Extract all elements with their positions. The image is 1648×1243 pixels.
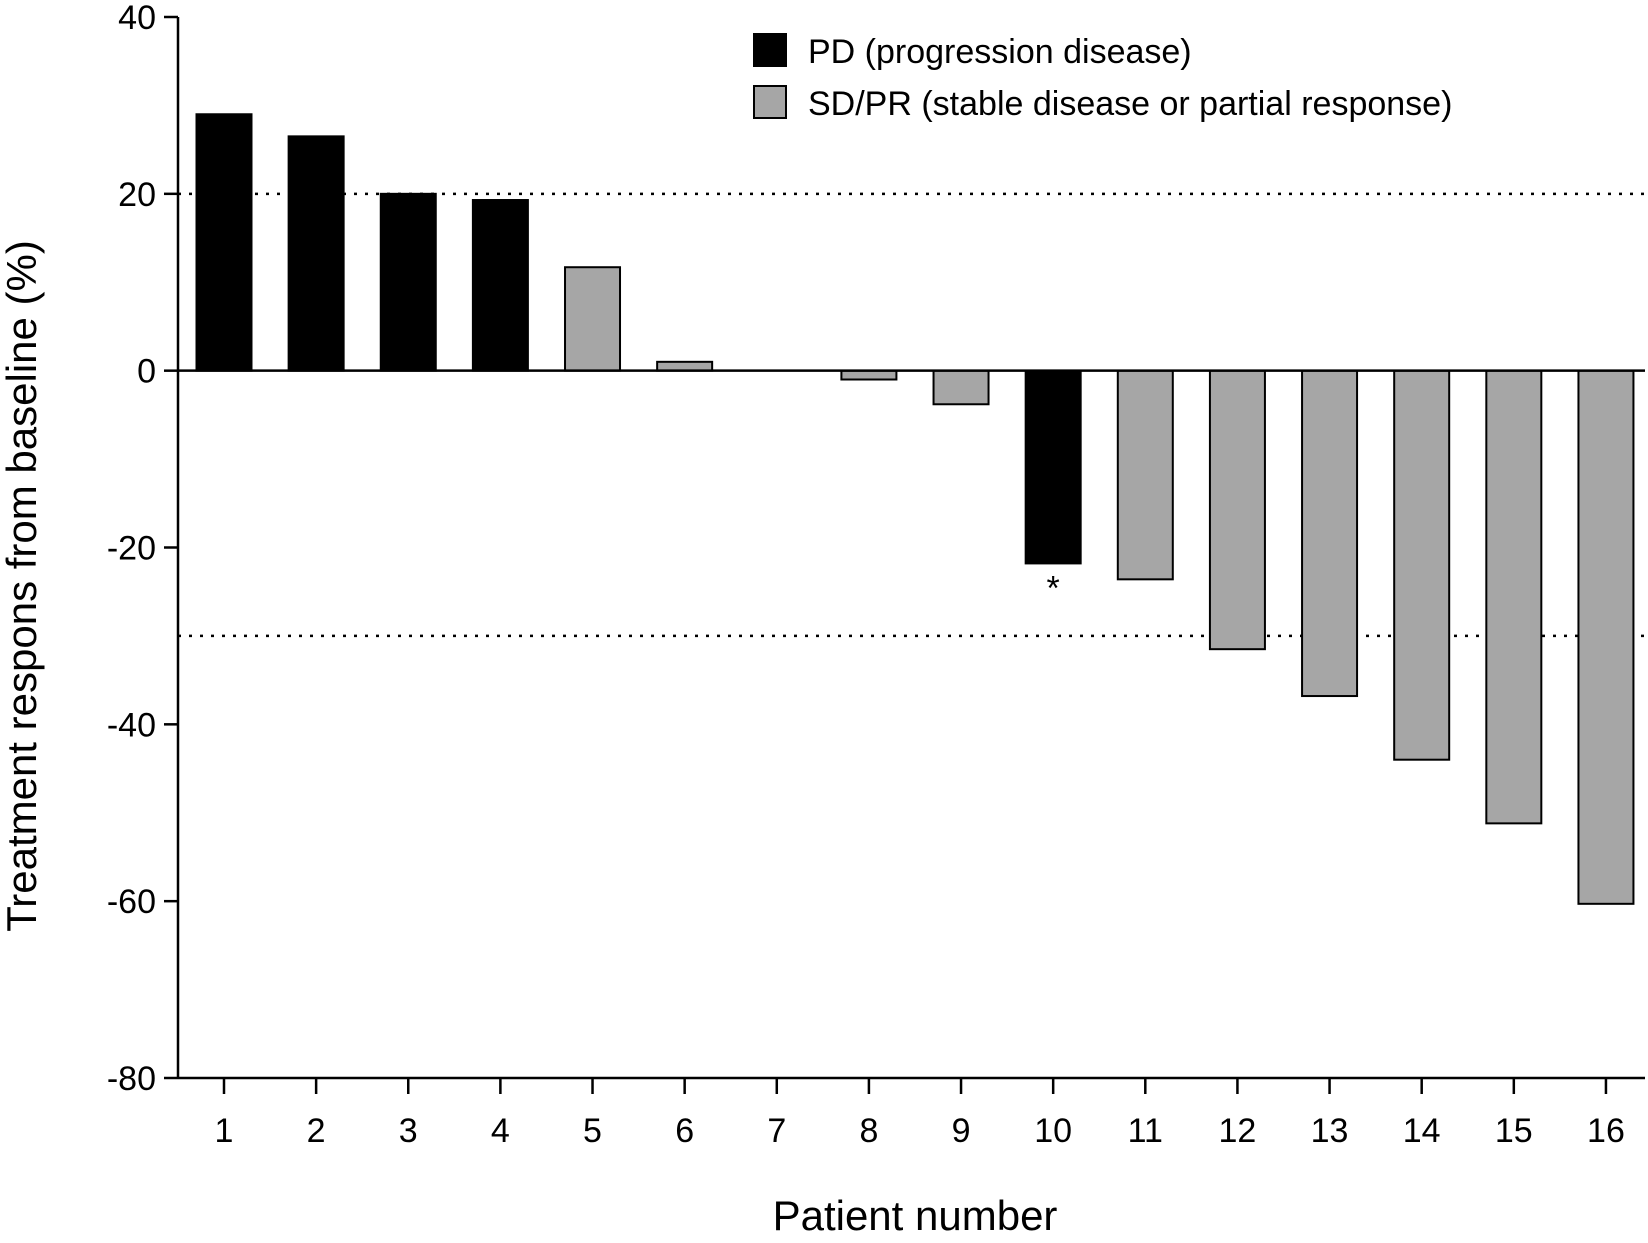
bars bbox=[195, 113, 1635, 905]
annotation-asterisk: * bbox=[1047, 569, 1060, 607]
bar-patient-8 bbox=[840, 369, 898, 381]
x-tick-label: 8 bbox=[859, 1112, 878, 1150]
x-tick-label: 2 bbox=[307, 1112, 326, 1150]
y-tick-label: -80 bbox=[107, 1060, 156, 1098]
bar-patient-10 bbox=[1024, 369, 1082, 565]
bar-patient-14 bbox=[1393, 369, 1451, 761]
x-tick-label: 13 bbox=[1311, 1112, 1349, 1150]
bar-patient-13 bbox=[1301, 369, 1359, 698]
y-tick-label: -60 bbox=[107, 883, 156, 921]
bar-patient-3 bbox=[379, 192, 437, 372]
legend-swatch-2 bbox=[753, 85, 787, 119]
x-tick-label: 3 bbox=[399, 1112, 418, 1150]
bar-patient-9 bbox=[932, 369, 990, 406]
x-ticks: 1 2 3 4 5 6 7 8 9 10 11 12 13 14 15 16 bbox=[215, 1078, 1625, 1150]
bar-patient-12 bbox=[1208, 369, 1266, 651]
y-axis-title: Treatment respons from baseline (%) bbox=[0, 240, 45, 932]
y-ticks: 40 20 0 -20 -40 -60 -80 bbox=[107, 0, 178, 1098]
x-tick-label: 10 bbox=[1034, 1112, 1072, 1150]
annotations: * bbox=[1047, 569, 1060, 607]
x-tick-label: 15 bbox=[1495, 1112, 1533, 1150]
legend-swatch-1 bbox=[753, 33, 787, 67]
y-tick-label: 20 bbox=[118, 176, 156, 214]
y-tick-label: -40 bbox=[107, 706, 156, 744]
y-tick-label: 0 bbox=[137, 353, 156, 391]
x-tick-label: 11 bbox=[1128, 1112, 1163, 1150]
x-tick-label: 6 bbox=[675, 1112, 694, 1150]
y-tick-label: -20 bbox=[107, 530, 156, 568]
bar-patient-15 bbox=[1485, 369, 1543, 825]
bar-patient-2 bbox=[287, 135, 345, 372]
bar-patient-5 bbox=[564, 266, 622, 372]
bar-patient-16 bbox=[1577, 369, 1635, 905]
bar-patient-1 bbox=[195, 113, 253, 372]
bar-patient-11 bbox=[1116, 369, 1174, 581]
bar-patient-6 bbox=[656, 360, 714, 372]
x-axis-title: Patient number bbox=[773, 1192, 1058, 1239]
x-tick-label: 7 bbox=[767, 1112, 786, 1150]
legend-label-1: PD (progression disease) bbox=[808, 33, 1192, 71]
y-tick-label: 40 bbox=[118, 0, 156, 37]
legend: PD (progression disease) SD/PR (stable di… bbox=[753, 33, 1452, 123]
x-tick-label: 12 bbox=[1219, 1112, 1257, 1150]
x-tick-label: 5 bbox=[583, 1112, 602, 1150]
x-tick-label: 16 bbox=[1587, 1112, 1625, 1150]
bar-patient-4 bbox=[471, 199, 529, 372]
legend-label-2: SD/PR (stable disease or partial respons… bbox=[808, 85, 1452, 123]
x-tick-label: 4 bbox=[491, 1112, 510, 1150]
x-tick-label: 9 bbox=[952, 1112, 971, 1150]
x-tick-label: 1 bbox=[215, 1112, 234, 1150]
x-tick-label: 14 bbox=[1403, 1112, 1441, 1150]
